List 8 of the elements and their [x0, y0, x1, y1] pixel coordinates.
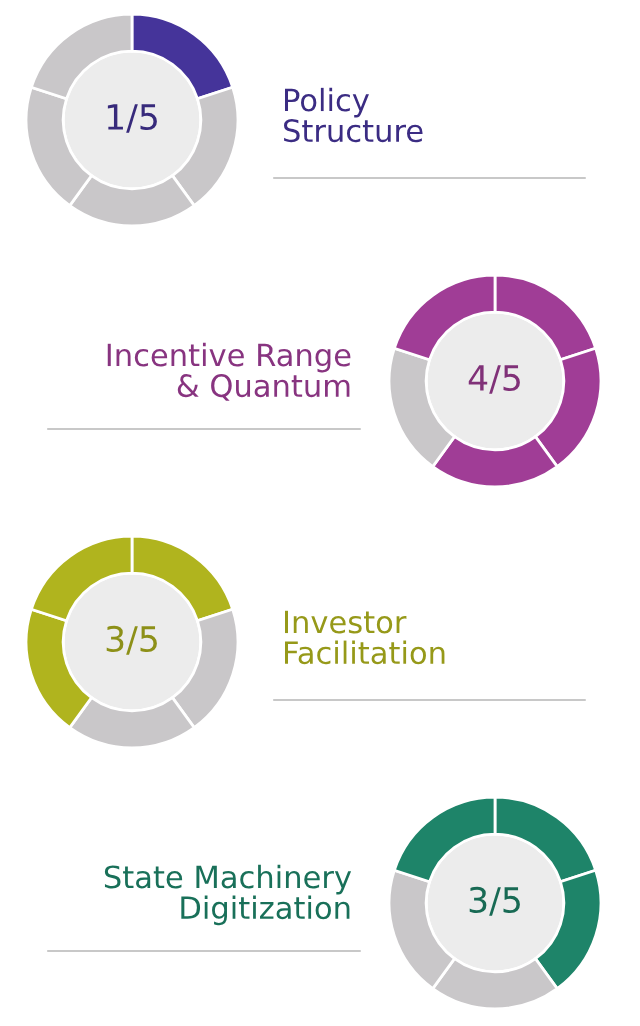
- text: 1/5: [107, 104, 157, 133]
- text: 3/5: [106, 625, 157, 655]
- text: 3/5: [469, 886, 520, 916]
- text: Policy Structure: [284, 87, 423, 143]
- text: 4/5: [468, 365, 520, 394]
- text: State Machinery Digitization: [104, 864, 352, 926]
- text: Incentive Range & Quantum: [107, 342, 351, 401]
- text: Investor Facilitation: [285, 610, 445, 665]
